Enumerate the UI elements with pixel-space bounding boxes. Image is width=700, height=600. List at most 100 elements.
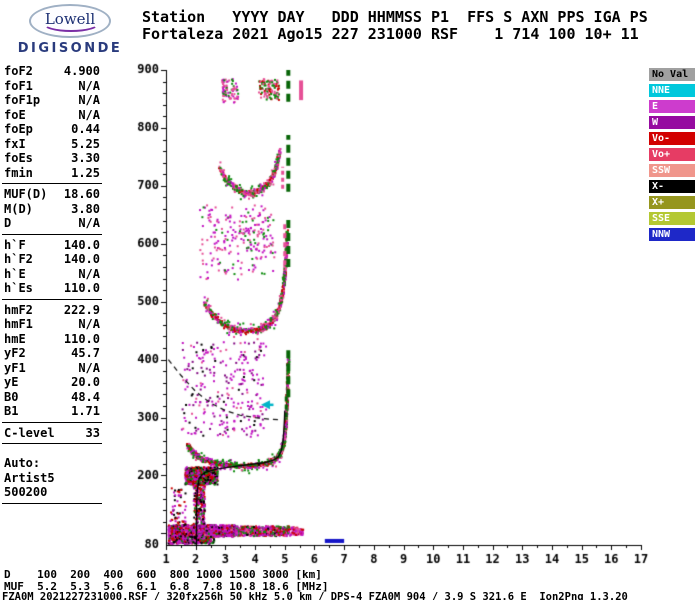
param-value: 0.44 bbox=[71, 122, 100, 136]
param-row-ye: yE 20.0 bbox=[2, 375, 102, 390]
lowell-digisonde-logo: Lowell DIGISONDE bbox=[8, 4, 132, 56]
param-row-fof2: foF2 4.900 bbox=[2, 64, 102, 79]
muf-row: MUF 5.2 5.3 5.6 6.1 6.8 7.8 10.8 18.6 [M… bbox=[4, 580, 329, 593]
panel-separator bbox=[2, 421, 102, 423]
logo-oval: Lowell bbox=[29, 4, 111, 38]
legend-item-noval: No Val bbox=[649, 68, 695, 81]
legend-item-sse: SSE bbox=[649, 212, 695, 225]
param-label: yF2 bbox=[4, 346, 26, 360]
param-label: M(D) bbox=[4, 201, 33, 216]
param-value: 1.71 bbox=[71, 404, 100, 418]
param-value: 4.900 bbox=[63, 64, 100, 78]
param-label: fxI bbox=[4, 136, 26, 151]
param-label: C-level bbox=[4, 425, 55, 440]
panel-separator bbox=[2, 443, 102, 444]
param-label: B1 bbox=[4, 404, 19, 418]
legend-item-x+: X+ bbox=[649, 196, 695, 209]
legend-item-ssw: SSW bbox=[649, 164, 695, 177]
param-row-500200: 500200 bbox=[2, 485, 102, 500]
legend-item-e: E bbox=[649, 100, 695, 113]
header-station-values: Fortaleza 2021 Ago15 227 231000 RSF 1 71… bbox=[142, 25, 639, 43]
panel-separator bbox=[2, 183, 102, 184]
logo-product-text: DIGISONDE bbox=[17, 41, 123, 56]
param-value: N/A bbox=[78, 93, 100, 107]
param-label: hmF2 bbox=[4, 302, 33, 317]
param-row-fxi: fxI 5.25 bbox=[2, 137, 102, 152]
param-value: N/A bbox=[78, 78, 100, 93]
param-row-hes: h`Es 110.0 bbox=[2, 281, 102, 296]
param-row-hme: hmE 110.0 bbox=[2, 332, 102, 347]
param-label: B0 bbox=[4, 389, 19, 404]
param-row-yf2: yF2 45.7 bbox=[2, 346, 102, 361]
param-label: fmin bbox=[4, 165, 33, 180]
param-label: foF1 bbox=[4, 78, 33, 93]
param-value: 45.7 bbox=[71, 346, 100, 360]
panel-gap bbox=[2, 447, 102, 456]
logo-brand-text: Lowell bbox=[44, 10, 96, 28]
param-label: foEp bbox=[4, 122, 33, 136]
param-value: 18.60 bbox=[63, 187, 100, 201]
param-label: foEs bbox=[4, 151, 33, 165]
param-row-yf1: yF1 N/A bbox=[2, 361, 102, 376]
echo-color-legend: No Val NNE E W Vo- Vo+ SSW X- X+ SSE NNW bbox=[649, 68, 695, 244]
param-label: D bbox=[4, 216, 12, 230]
param-row-mufd: MUF(D) 18.60 bbox=[2, 187, 102, 202]
panel-separator bbox=[2, 502, 102, 504]
param-row-foep: foEp 0.44 bbox=[2, 122, 102, 137]
param-value: 3.80 bbox=[71, 201, 100, 216]
param-label: 500200 bbox=[4, 485, 48, 499]
param-row-b1: B1 1.71 bbox=[2, 404, 102, 419]
param-row-fof1p: foF1p N/A bbox=[2, 93, 102, 108]
distance-row: D 100 200 400 600 800 1000 1500 3000 [km… bbox=[4, 568, 322, 581]
param-row-fof1: foF1 N/A bbox=[2, 79, 102, 94]
legend-item-nne: NNE bbox=[649, 84, 695, 97]
legend-item-vo+: Vo+ bbox=[649, 148, 695, 161]
param-value: N/A bbox=[78, 216, 100, 230]
param-label: MUF(D) bbox=[4, 187, 48, 201]
param-value: 1.25 bbox=[71, 165, 100, 180]
param-value: N/A bbox=[78, 266, 100, 281]
param-label: hmF1 bbox=[4, 317, 33, 331]
param-row-b0: B0 48.4 bbox=[2, 390, 102, 405]
param-label: Auto: bbox=[4, 456, 41, 470]
legend-item-nnw: NNW bbox=[649, 228, 695, 241]
param-label: foF1p bbox=[4, 93, 41, 107]
param-row-hmf2: hmF2 222.9 bbox=[2, 303, 102, 318]
param-row-he: h`E N/A bbox=[2, 267, 102, 282]
param-row-fmin: fmin 1.25 bbox=[2, 166, 102, 181]
param-value: 5.25 bbox=[71, 136, 100, 151]
header-column-titles: Station YYYY DAY DDD HHMMSS P1 FFS S AXN… bbox=[142, 8, 648, 26]
param-label: Artist5 bbox=[4, 470, 55, 485]
param-value: 33 bbox=[85, 425, 100, 440]
param-row-d: D N/A bbox=[2, 216, 102, 231]
panel-separator bbox=[2, 233, 102, 235]
param-row-auto: Auto: bbox=[2, 456, 102, 471]
param-row-md: M(D) 3.80 bbox=[2, 202, 102, 217]
param-label: h`E bbox=[4, 266, 26, 281]
param-label: foF2 bbox=[4, 64, 33, 78]
logo-swoosh-icon bbox=[42, 14, 100, 32]
legend-item-w: W bbox=[649, 116, 695, 129]
param-label: yF1 bbox=[4, 360, 26, 375]
legend-item-vo-: Vo- bbox=[649, 132, 695, 145]
param-value: 110.0 bbox=[63, 281, 100, 295]
param-row-hf2: h`F2 140.0 bbox=[2, 252, 102, 267]
file-info-footer: FZA0M_2021227231000.RSF / 320fx256h 50 k… bbox=[2, 591, 628, 600]
param-value: 110.0 bbox=[63, 331, 100, 346]
param-label: h`F bbox=[4, 237, 26, 252]
param-row-artist5: Artist5 bbox=[2, 471, 102, 486]
param-value: 48.4 bbox=[71, 389, 100, 404]
param-label: h`Es bbox=[4, 281, 33, 295]
param-value: 20.0 bbox=[71, 375, 100, 389]
param-row-clevel: C-level 33 bbox=[2, 426, 102, 441]
param-row-hf: h`F 140.0 bbox=[2, 238, 102, 253]
panel-separator bbox=[2, 298, 102, 300]
legend-item-x-: X- bbox=[649, 180, 695, 193]
param-value: N/A bbox=[78, 360, 100, 375]
param-value: N/A bbox=[78, 107, 100, 122]
param-row-hmf1: hmF1 N/A bbox=[2, 317, 102, 332]
param-value: 3.30 bbox=[71, 151, 100, 165]
param-row-foes: foEs 3.30 bbox=[2, 151, 102, 166]
param-label: h`F2 bbox=[4, 252, 33, 266]
